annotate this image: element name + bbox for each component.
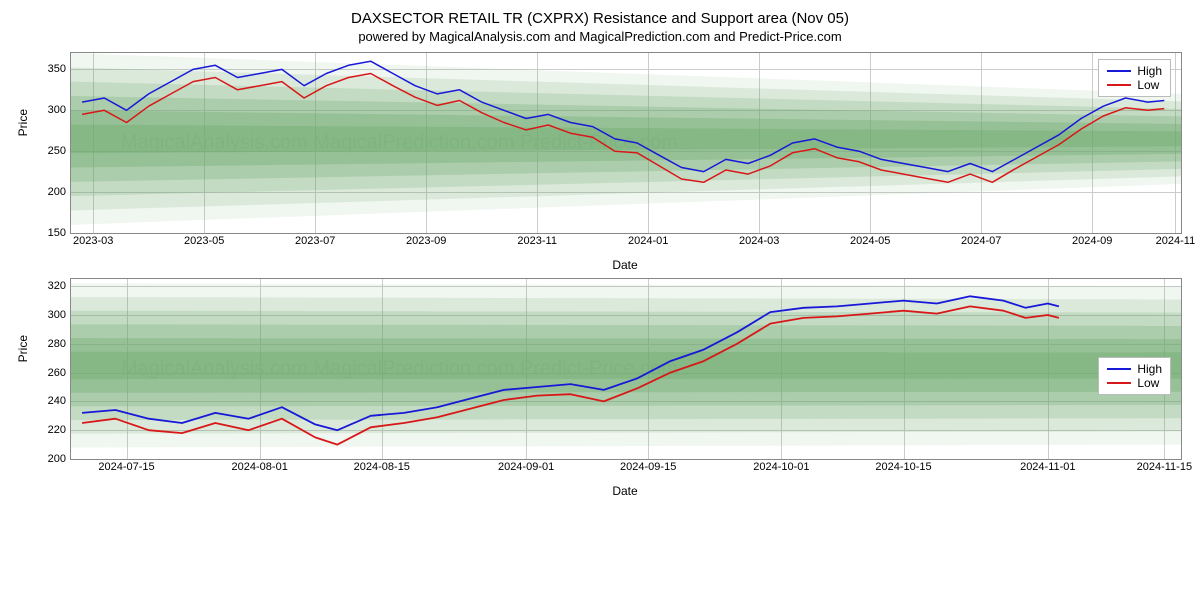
x-tick-label: 2024-09-15 — [620, 461, 676, 473]
legend-line-high — [1107, 368, 1131, 370]
legend-item-low: Low — [1107, 78, 1162, 92]
y-tick-label: 320 — [26, 280, 66, 292]
x-ticks: 2023-03 2023-05 2023-07 2023-09 2023-11 2024-… — [71, 235, 1181, 253]
legend-label-low: Low — [1137, 376, 1159, 390]
chart-subtitle: powered by MagicalAnalysis.com and Magic… — [10, 29, 1190, 44]
y-tick-label: 300 — [26, 104, 66, 116]
x-tick-label: 2024-07 — [961, 235, 1001, 247]
y-ticks: 200220240260280300320 — [26, 279, 66, 459]
y-tick-label: 150 — [26, 227, 66, 239]
x-axis-label: Date — [70, 484, 1180, 498]
x-tick-label: 2024-10-01 — [753, 461, 809, 473]
legend-label-low: Low — [1137, 78, 1159, 92]
x-tick-label: 2024-03 — [739, 235, 779, 247]
y-tick-label: 250 — [26, 145, 66, 157]
x-tick-label: 2024-08-15 — [354, 461, 410, 473]
x-tick-label: 2024-08-01 — [232, 461, 288, 473]
x-tick-label: 2023-11 — [517, 235, 557, 247]
legend: High Low — [1098, 357, 1171, 395]
y-tick-label: 220 — [26, 424, 66, 436]
x-tick-label: 2024-11-01 — [1020, 461, 1075, 473]
chart-plot-area: MagicalAnalysis.com MagicalPrediction.co… — [71, 279, 1181, 459]
x-tick-label: 2024-09 — [1072, 235, 1112, 247]
chart-container: DAXSECTOR RETAIL TR (CXPRX) Resistance a… — [10, 10, 1190, 498]
chart-title: DAXSECTOR RETAIL TR (CXPRX) Resistance a… — [10, 10, 1190, 27]
x-tick-label: 2024-05 — [850, 235, 890, 247]
y-tick-label: 200 — [26, 186, 66, 198]
chart-bottom: Price 200220240260280300320 MagicalAnaly… — [70, 278, 1182, 460]
x-tick-label: 2024-09-01 — [498, 461, 554, 473]
x-tick-label: 2024-11 — [1156, 235, 1196, 247]
x-tick-label: 2024-07-15 — [98, 461, 154, 473]
x-ticks: 2024-07-15 2024-08-01 2024-08-15 2024-09-01… — [71, 461, 1181, 479]
legend-line-low — [1107, 84, 1131, 86]
x-tick-label: 2024-10-15 — [875, 461, 931, 473]
x-tick-label: 2024-01 — [628, 235, 668, 247]
legend-item-high: High — [1107, 362, 1162, 376]
chart-top: Price 150200250300350 MagicalAnalysis.co… — [70, 52, 1182, 234]
x-tick-label: 2023-05 — [184, 235, 224, 247]
x-tick-label: 2023-09 — [406, 235, 446, 247]
y-tick-label: 350 — [26, 63, 66, 75]
legend-label-high: High — [1137, 64, 1162, 78]
y-tick-label: 260 — [26, 367, 66, 379]
legend-label-high: High — [1137, 362, 1162, 376]
legend: High Low — [1098, 59, 1171, 97]
x-tick-label: 2023-07 — [295, 235, 335, 247]
legend-line-low — [1107, 382, 1131, 384]
legend-item-low: Low — [1107, 376, 1162, 390]
legend-line-high — [1107, 70, 1131, 72]
chart-plot-area: MagicalAnalysis.com MagicalPrediction.co… — [71, 53, 1181, 233]
y-tick-label: 300 — [26, 309, 66, 321]
x-tick-label: 2023-03 — [73, 235, 113, 247]
x-tick-label: 2024-11-15 — [1137, 461, 1192, 473]
y-tick-label: 280 — [26, 338, 66, 350]
x-axis-label: Date — [70, 258, 1180, 272]
y-tick-label: 200 — [26, 453, 66, 465]
y-tick-label: 240 — [26, 395, 66, 407]
legend-item-high: High — [1107, 64, 1162, 78]
y-ticks: 150200250300350 — [26, 53, 66, 233]
